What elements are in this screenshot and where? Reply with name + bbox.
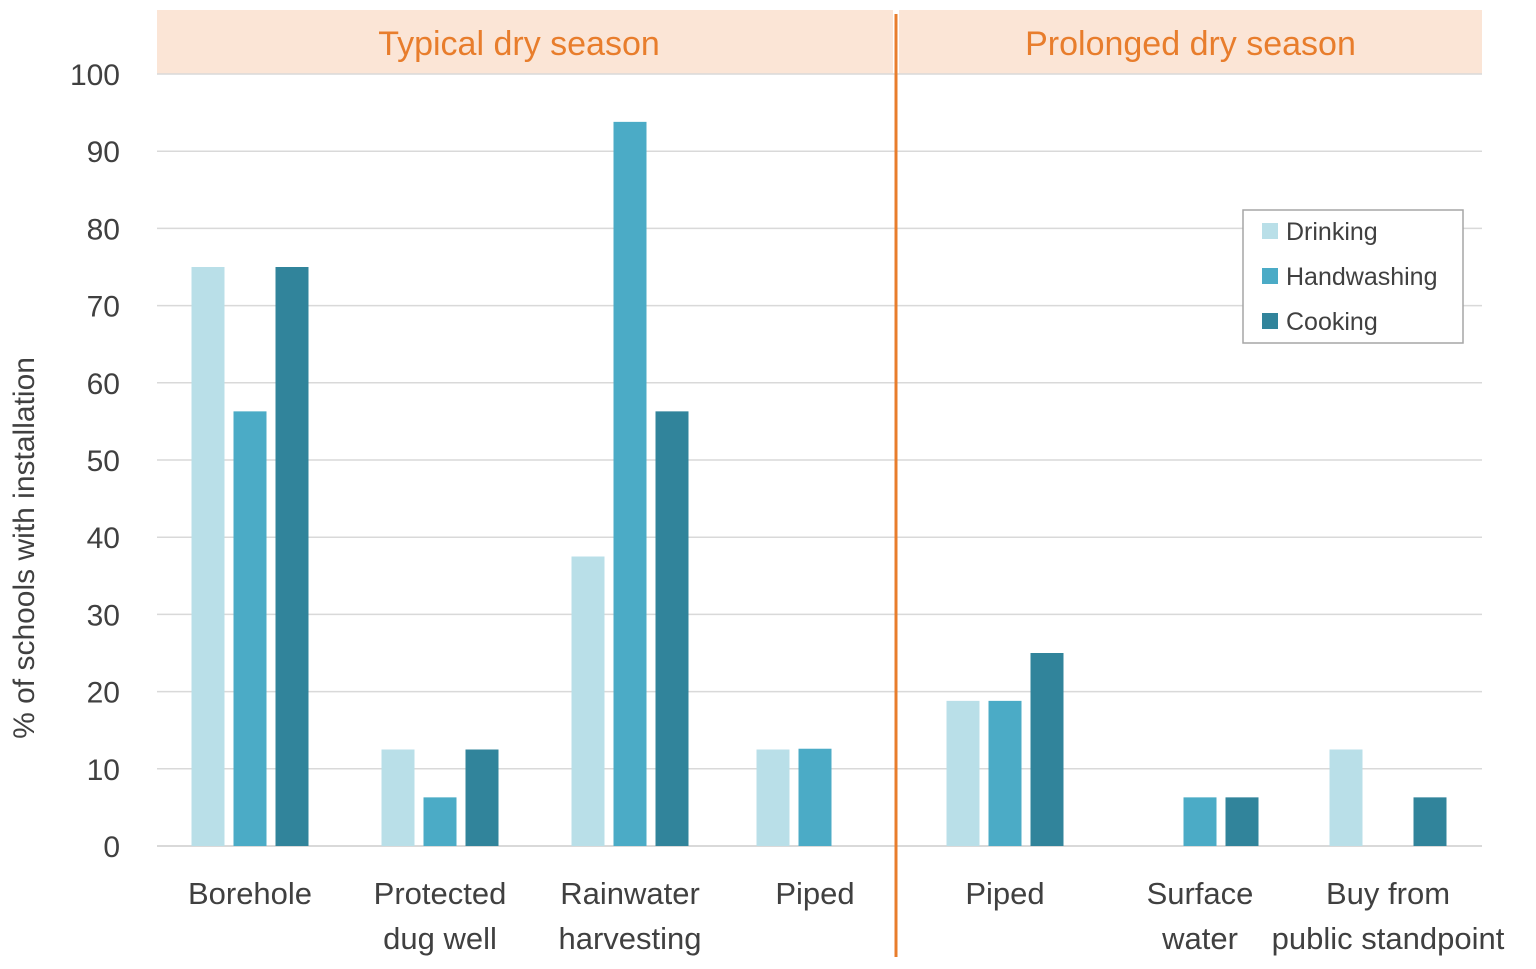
bar-cooking-0-2	[655, 411, 689, 846]
bar-handwashing-0-2	[613, 121, 647, 846]
x-category-label: Borehole	[188, 876, 312, 911]
x-category-label: Buy from	[1326, 876, 1450, 911]
bar-cooking-1-2	[1413, 797, 1447, 846]
bar-handwashing-0-1	[423, 797, 457, 846]
y-tick-label: 90	[87, 136, 120, 169]
legend-label-cooking: Cooking	[1286, 308, 1378, 336]
bar-handwashing-0-3	[798, 748, 832, 846]
x-category-label: Rainwater	[560, 876, 700, 911]
y-tick-label: 100	[70, 59, 120, 92]
y-tick-label: 40	[87, 522, 120, 555]
x-category-label: Surface	[1147, 876, 1254, 911]
x-category-label: Piped	[775, 876, 854, 911]
legend-label-handwashing: Handwashing	[1286, 263, 1438, 291]
panel-header-bg-1	[899, 10, 1482, 74]
y-tick-label: 30	[87, 599, 120, 632]
x-category-label: Piped	[965, 876, 1044, 911]
bar-cooking-0-0	[275, 267, 309, 846]
bar-handwashing-0-0	[233, 411, 267, 846]
bar-drinking-1-2	[1329, 749, 1363, 846]
bar-drinking-1-0	[946, 700, 980, 846]
x-category-label: Protected	[374, 876, 507, 911]
bar-handwashing-1-1	[1183, 797, 1217, 846]
bar-drinking-0-2	[571, 556, 605, 846]
y-tick-label: 60	[87, 368, 120, 401]
bar-cooking-1-1	[1225, 797, 1259, 846]
bar-drinking-0-3	[756, 749, 790, 846]
bar-cooking-1-0	[1030, 653, 1064, 846]
legend: Drinking Handwashing Cooking	[1242, 209, 1464, 344]
y-axis-ticks: 0 10 20 30 40 50 60 70 80 90 100	[70, 59, 120, 864]
legend-swatch-drinking	[1262, 223, 1278, 239]
bars	[191, 121, 1447, 846]
gridlines	[157, 73, 1482, 847]
legend-swatch-cooking	[1262, 313, 1278, 329]
x-category-label: harvesting	[558, 921, 701, 956]
panel-headers: Typical dry season Prolonged dry season	[157, 10, 1482, 74]
y-tick-label: 80	[87, 213, 120, 246]
panel-title-0: Typical dry season	[378, 25, 660, 63]
x-category-label: public standpoint	[1272, 921, 1505, 956]
y-tick-label: 70	[87, 291, 120, 324]
legend-label-drinking: Drinking	[1286, 218, 1378, 246]
legend-swatch-handwashing	[1262, 268, 1278, 284]
category-labels: Borehole Protected dug well Rainwater harves…	[188, 876, 1505, 956]
y-axis-label: % of schools with installation	[8, 357, 41, 739]
bar-handwashing-1-0	[988, 700, 1022, 846]
y-tick-label: 0	[103, 831, 120, 864]
y-tick-label: 10	[87, 754, 120, 787]
bar-drinking-0-1	[381, 749, 415, 846]
x-category-label: dug well	[383, 921, 497, 956]
bar-cooking-0-1	[465, 749, 499, 846]
bar-drinking-0-0	[191, 267, 225, 846]
legend-box	[1242, 209, 1464, 344]
panel-title-1: Prolonged dry season	[1025, 25, 1356, 63]
y-tick-label: 20	[87, 677, 120, 710]
y-tick-label: 50	[87, 445, 120, 478]
panel-header-bg-0	[157, 10, 893, 74]
x-category-label: water	[1161, 921, 1238, 956]
